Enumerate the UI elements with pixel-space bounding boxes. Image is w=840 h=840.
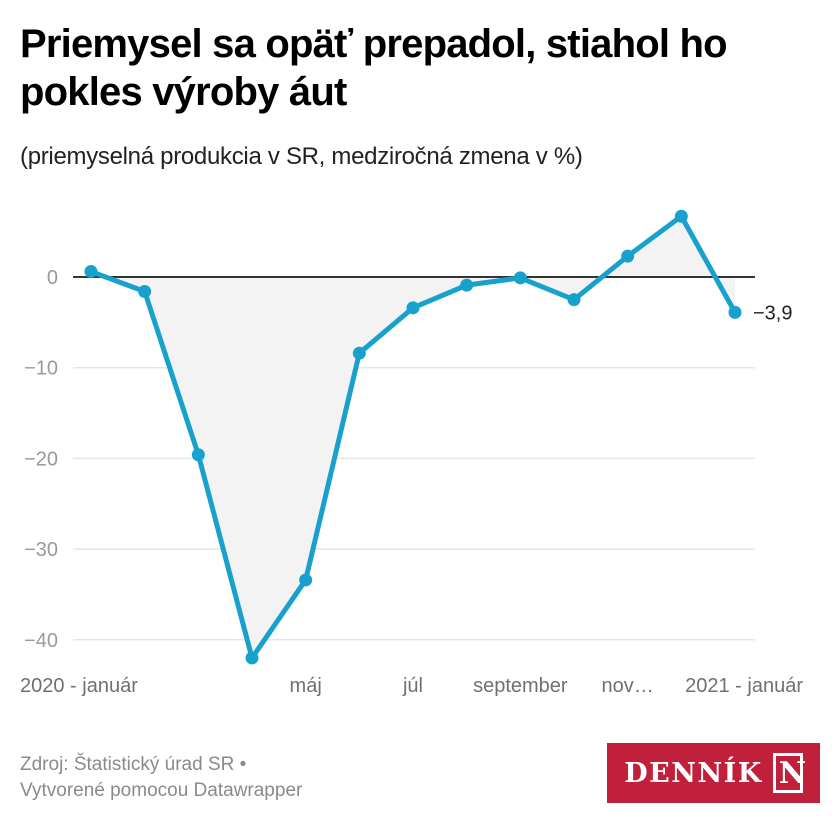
logo-n-icon: N bbox=[772, 753, 806, 793]
data-point bbox=[299, 573, 313, 587]
data-point bbox=[674, 209, 688, 223]
source-note: Zdroj: Štatistický úrad SR • bbox=[20, 754, 247, 775]
data-point bbox=[621, 249, 635, 263]
y-tick-label: −20 bbox=[24, 448, 58, 470]
x-tick-label: júl bbox=[402, 675, 423, 697]
dennik-n-logo: DENNÍK N bbox=[607, 743, 820, 803]
data-point bbox=[191, 448, 205, 462]
credit-note: Vytvorené pomocou Datawrapper bbox=[20, 780, 303, 801]
end-value-label: −3,9 bbox=[753, 302, 792, 324]
x-tick-label: nov… bbox=[602, 675, 654, 697]
chart-title: Priemysel sa opäť prepadol, stiahol ho p… bbox=[20, 22, 728, 114]
data-point bbox=[460, 278, 474, 292]
y-tick-label: 0 bbox=[47, 267, 58, 289]
data-point bbox=[138, 285, 152, 299]
y-tick-label: −10 bbox=[24, 358, 58, 380]
x-tick-label: máj bbox=[290, 675, 322, 697]
y-tick-label: −40 bbox=[24, 630, 58, 652]
data-point bbox=[513, 271, 527, 285]
data-point bbox=[728, 305, 742, 319]
area-fill bbox=[91, 216, 735, 658]
gridlines bbox=[73, 366, 755, 641]
data-point bbox=[84, 265, 98, 279]
data-point bbox=[567, 293, 581, 307]
x-axis-ticks: 2020 - január máj júl september nov… 2021 - j… bbox=[20, 675, 803, 697]
x-tick-label: 2020 - január bbox=[20, 675, 138, 697]
chart-subtitle: (priemyselná produkcia v SR, medziročná … bbox=[20, 143, 583, 170]
data-points bbox=[84, 209, 742, 665]
data-point bbox=[352, 346, 366, 360]
line-chart: 0 −10 −20 −30 −40 2020 - január máj júl septemb… bbox=[20, 209, 803, 697]
y-axis-ticks: 0 −10 −20 −30 −40 bbox=[24, 267, 58, 652]
x-tick-label: 2021 - január bbox=[685, 675, 803, 697]
data-point bbox=[406, 301, 420, 315]
logo-text: DENNÍK bbox=[624, 757, 763, 789]
y-tick-label: −30 bbox=[24, 539, 58, 561]
footer: Zdroj: Štatistický úrad SR • Vytvorené p… bbox=[20, 752, 302, 804]
data-point bbox=[245, 651, 259, 665]
x-tick-label: september bbox=[473, 675, 568, 697]
